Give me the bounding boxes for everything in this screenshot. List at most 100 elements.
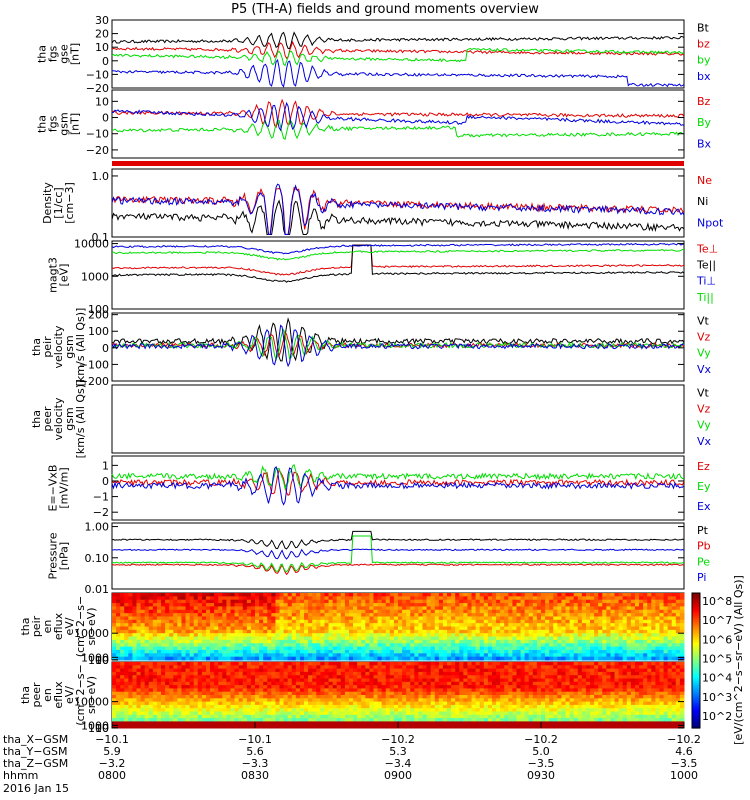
heatmap-cell [234,691,240,696]
heatmap-cell [385,695,391,699]
heatmap-cell [226,685,231,689]
heatmap-cell [189,701,195,706]
heatmap-cell [250,636,256,641]
heatmap-cell [230,656,236,661]
heatmap-cell [447,711,452,716]
y-axis-label: [eV] [58,264,71,287]
heatmap-cell [116,681,121,686]
panel-frame [111,384,685,454]
heatmap-cell [459,649,464,654]
heatmap-cell [255,646,260,651]
heatmap-cell [541,603,546,607]
heatmap-cell [259,633,264,638]
heatmap-cell [255,649,260,654]
heatmap-cell [357,688,362,693]
heatmap-cell [165,662,170,666]
heatmap-cell [459,643,464,648]
heatmap-cell [332,626,338,631]
heatmap-cell [128,656,133,661]
heatmap-cell [124,609,129,614]
heatmap-cell [455,643,460,648]
heatmap-cell [165,629,170,634]
heatmap-cell [442,606,448,611]
legend-entry-Npot: Npot [697,216,724,229]
heatmap-cell [348,724,354,729]
heatmap-cell [263,665,268,670]
heatmap-cell [557,649,562,654]
heatmap-cell [291,633,297,638]
heatmap-cell [246,603,252,607]
heatmap-cell [426,665,432,670]
heatmap-cell [483,626,489,631]
heatmap-cell [283,599,289,604]
heatmap-cell [185,662,191,666]
heatmap-cell [263,688,268,693]
heatmap-cell [124,646,129,651]
heatmap-cell [344,609,350,614]
heatmap-cell [381,609,387,614]
heatmap-cell [132,626,138,631]
heatmap-cell [361,596,366,601]
heatmap-cell [275,656,281,661]
heatmap-cell [304,653,309,658]
heatmap-cell [606,643,611,648]
heatmap-cell [287,688,293,693]
heatmap-cell [112,691,117,696]
heatmap-cell [406,662,411,666]
heatmap-cell [606,633,611,638]
heatmap-cell [156,653,162,658]
heatmap-cell [365,698,370,703]
heatmap-cell [496,695,501,699]
heatmap-cell [340,721,346,726]
heatmap-cell [185,708,191,712]
heatmap-cell [614,636,620,641]
heatmap-cell [312,718,317,722]
heatmap-cell [418,606,424,611]
legend-entry-Bz: Bz [697,95,711,108]
heatmap-cell [643,609,648,614]
heatmap-cell [291,626,297,631]
heatmap-cell [205,639,211,644]
heatmap-cell [508,633,513,638]
heatmap-cell [463,656,468,661]
heatmap-cell [161,633,166,638]
heatmap-cell [516,609,522,614]
heatmap-cell [675,606,681,611]
heatmap-cell [328,629,334,634]
heatmap-cell [663,606,669,611]
heatmap-cell [553,626,558,631]
heatmap-cell [475,606,481,611]
heatmap-cell [455,721,460,726]
heatmap-cell [393,691,399,696]
heatmap-cell [671,593,677,597]
heatmap-cell [483,678,489,683]
heatmap-cell [418,599,424,604]
heatmap-cell [614,649,620,654]
heatmap-cell [210,656,215,661]
heatmap-cell [471,606,477,611]
heatmap-cell [410,675,415,679]
heatmap-cell [238,636,244,641]
heatmap-cell [173,599,178,604]
heatmap-cell [116,671,121,676]
heatmap-cell [255,653,260,658]
heatmap-cell [246,609,252,614]
heatmap-cell [675,599,681,604]
heatmap-cell [205,646,211,651]
heatmap-cell [491,714,497,719]
heatmap-cell [353,606,358,611]
heatmap-cell [308,665,313,670]
heatmap-cell [242,662,248,666]
heatmap-cell [291,619,297,624]
heatmap-cell [422,649,428,654]
heatmap-cell [434,721,440,726]
heatmap-cell [214,678,219,683]
heatmap-cell [430,695,436,699]
heatmap-cell [508,688,513,693]
heatmap-cell [308,593,313,597]
heatmap-cell [557,616,562,621]
heatmap-cell [291,688,297,693]
heatmap-cell [344,639,350,644]
heatmap-cell [483,681,489,686]
heatmap-cell [365,691,370,696]
